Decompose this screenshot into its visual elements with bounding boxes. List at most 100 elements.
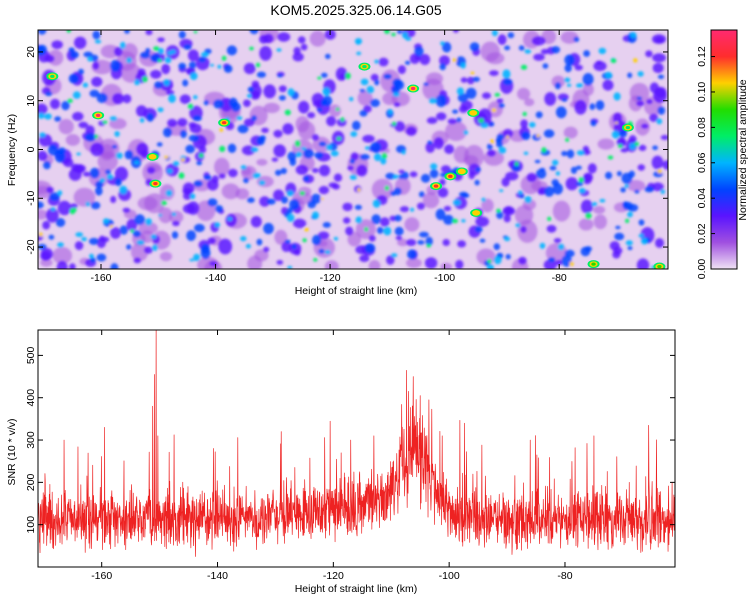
heatmap-texture-blob — [401, 150, 406, 155]
heatmap-texture-blob — [200, 243, 210, 254]
heatmap-texture-blob — [364, 227, 369, 232]
heatmap-texture-blob — [405, 126, 417, 136]
heatmap-texture-blob — [78, 68, 84, 75]
heatmap-texture-blob — [433, 137, 444, 150]
heatmap-texture-blob — [122, 43, 138, 60]
heatmap-texture-blob — [203, 174, 212, 181]
snr-series-line — [38, 330, 675, 557]
heatmap-texture-blob — [645, 50, 653, 58]
heatmap-texture-blob — [236, 115, 243, 121]
heatmap-texture-blob — [392, 121, 397, 126]
heatmap-texture-blob — [439, 55, 450, 66]
heatmap-texture-blob — [390, 191, 396, 196]
heatmap-texture-blob — [193, 95, 198, 100]
heatmap-texture-blob — [46, 207, 59, 223]
heatmap-texture-blob — [256, 158, 268, 166]
heatmap-texture-blob — [583, 50, 590, 57]
heatmap-texture-blob — [255, 62, 261, 68]
heatmap-texture-blob — [94, 39, 102, 44]
heatmap-texture-blob — [599, 198, 606, 203]
heatmap-texture-blob — [468, 163, 481, 176]
x-tick-label: -160 — [91, 570, 112, 582]
heatmap-texture-blob — [251, 147, 259, 152]
heatmap-texture-blob — [620, 147, 629, 153]
heatmap-texture-blob — [575, 165, 582, 170]
heatmap-texture-blob — [529, 122, 536, 128]
heatmap-texture-blob — [263, 246, 270, 253]
heatmap-texture-blob — [459, 191, 468, 198]
heatmap-texture-blob — [428, 97, 437, 104]
heatmap-texture-blob — [50, 207, 56, 211]
colorbar-tick-label: 0.08 — [696, 117, 708, 138]
heatmap-texture-blob — [85, 201, 90, 207]
heatmap-texture-blob — [171, 212, 177, 217]
heatmap-texture-blob — [552, 183, 564, 195]
colorbar-tick-label: 0.04 — [696, 188, 708, 209]
heatmap-texture-blob — [139, 117, 145, 123]
heatmap-texture-blob — [102, 120, 108, 124]
heatmap-texture-blob — [299, 191, 306, 196]
heatmap-texture-blob — [507, 32, 515, 39]
heatmap-texture-blob — [218, 238, 233, 255]
heatmap-texture-blob — [391, 253, 398, 258]
heatmap-texture-blob — [364, 146, 371, 150]
heatmap-texture-blob — [549, 165, 557, 171]
heatmap-texture-blob — [383, 226, 392, 236]
chart-title: KOM5.2025.325.06.14.G05 — [270, 2, 441, 18]
heatmap-texture-blob — [210, 63, 214, 67]
heatmap-texture-blob — [641, 237, 648, 245]
heatmap-texture-blob — [78, 121, 89, 129]
heatmap-texture-blob — [333, 173, 343, 182]
heatmap-texture-blob — [442, 41, 452, 53]
heatmap-texture-blob — [187, 103, 194, 110]
heatmap-texture-blob — [612, 250, 621, 259]
heatmap-texture-blob — [183, 191, 192, 200]
heatmap-texture-blob — [65, 134, 81, 146]
heatmap-texture-blob — [178, 30, 186, 39]
heatmap-texture-blob — [630, 32, 637, 39]
heatmap-texture-blob — [114, 166, 128, 182]
heatmap-texture-blob — [419, 231, 429, 238]
heatmap-texture-blob — [384, 30, 390, 34]
heatmap-texture-blob — [539, 242, 546, 249]
heatmap-texture-blob — [140, 230, 154, 243]
heatmap-texture-blob — [42, 220, 51, 230]
heatmap-texture-blob — [171, 231, 179, 239]
heatmap-texture-blob — [544, 92, 557, 106]
heatmap-texture-blob — [152, 244, 158, 251]
heatmap-texture-blob — [410, 207, 415, 212]
heatmap-texture-blob — [561, 150, 568, 157]
heatmap-texture-blob — [502, 69, 511, 79]
heatmap-y-axis: -20 -10 0 10 20 — [25, 46, 668, 255]
heatmap-texture-blob — [662, 160, 668, 170]
heatmap-texture-blob — [158, 207, 173, 224]
heatmap-texture-blob — [374, 153, 382, 162]
heatmap-texture-blob — [58, 119, 74, 135]
heatmap-hotspot — [46, 72, 59, 81]
heatmap-texture-blob — [491, 108, 497, 112]
heatmap-texture-blob — [651, 182, 664, 192]
heatmap-texture-blob — [374, 79, 380, 86]
heatmap-texture-blob — [115, 152, 123, 160]
heatmap-y-label: Frequency (Hz) — [6, 114, 18, 186]
heatmap-texture-blob — [213, 99, 224, 109]
heatmap-texture-blob — [163, 127, 172, 138]
heatmap-hotspot — [358, 62, 371, 71]
heatmap-texture-blob — [460, 62, 466, 69]
heatmap-texture-blob — [249, 46, 254, 51]
heatmap-texture-blob — [445, 121, 468, 141]
heatmap-texture-blob — [406, 258, 422, 268]
heatmap-texture-blob — [641, 123, 649, 129]
heatmap-texture-blob — [657, 169, 662, 174]
heatmap-texture-blob — [370, 99, 380, 107]
heatmap-texture-blob — [425, 142, 435, 153]
heatmap-texture-blob — [470, 71, 475, 75]
y-tick-label: 400 — [25, 389, 37, 407]
heatmap-texture-blob — [295, 151, 303, 158]
heatmap-texture-blob — [322, 222, 331, 228]
x-tick-label: -140 — [207, 570, 228, 582]
heatmap-texture-blob — [405, 37, 412, 41]
heatmap-texture-blob — [394, 214, 402, 222]
heatmap-texture-blob — [94, 134, 98, 139]
heatmap-texture-blob — [435, 208, 446, 221]
